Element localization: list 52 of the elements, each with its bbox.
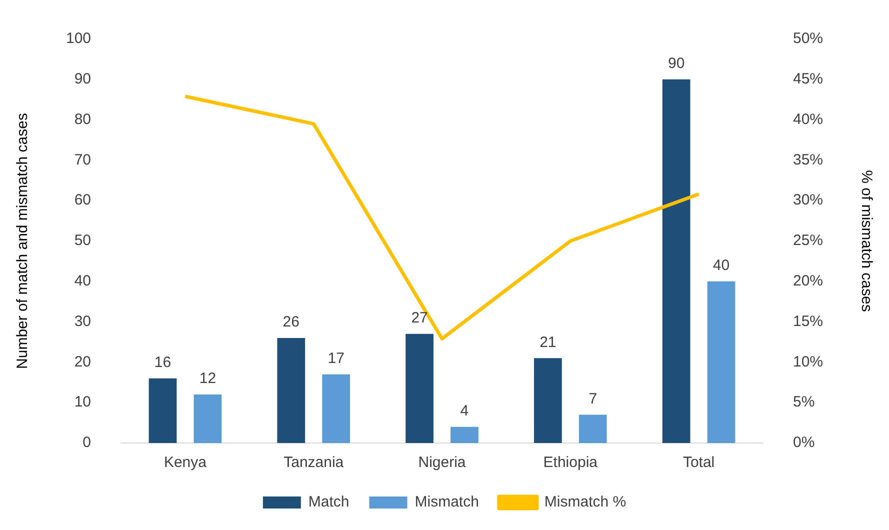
- y2-tick-label: 5%: [792, 394, 815, 411]
- bar: [534, 358, 562, 443]
- bar: [707, 281, 736, 443]
- data-label: 27: [411, 310, 428, 327]
- y-tick-label: 0: [82, 434, 92, 452]
- y2-tick-label: 15%: [792, 312, 824, 330]
- y2-tick-label: 30%: [792, 192, 824, 209]
- y-tick-label: 100: [66, 30, 92, 48]
- y2-tick-label: 40%: [792, 110, 824, 128]
- legend-label: Mismatch: [414, 494, 479, 511]
- data-label: 40: [712, 257, 730, 274]
- y-tick-label: 80: [74, 110, 92, 128]
- y2-tick-label: 35%: [792, 151, 824, 168]
- x-tick-label: Ethiopia: [543, 454, 598, 472]
- data-label: 4: [460, 402, 469, 420]
- y2-tick-label: 20%: [792, 272, 824, 290]
- bar: [148, 378, 177, 443]
- x-tick-label: Kenya: [164, 454, 208, 472]
- y-tick-label: 70: [74, 151, 92, 168]
- y-tick-label: 20: [74, 353, 92, 370]
- bar: [322, 374, 350, 443]
- y-axis-title: Number of match and mismatch cases: [14, 113, 32, 369]
- y2-tick-label: 50%: [792, 30, 824, 48]
- y-tick-label: 10: [74, 394, 92, 411]
- data-label: 7: [588, 390, 598, 408]
- x-tick-label: Tanzania: [284, 454, 344, 472]
- y-tick-label: 30: [74, 312, 92, 330]
- y-tick-label: 60: [74, 192, 92, 209]
- bar: [578, 414, 607, 443]
- x-tick-label: Nigeria: [418, 454, 466, 472]
- y2-tick-label: 0%: [792, 434, 815, 452]
- data-label: 21: [540, 334, 556, 351]
- data-label: 90: [668, 55, 685, 72]
- bar: [277, 338, 306, 443]
- x-tick-label: Total: [682, 454, 715, 472]
- data-label: 12: [199, 370, 216, 388]
- bar: [194, 394, 222, 443]
- bar: [450, 426, 478, 443]
- y-tick-label: 90: [74, 70, 92, 88]
- data-label: 26: [282, 314, 300, 331]
- data-label: 17: [328, 350, 344, 367]
- legend-label: Match: [308, 494, 350, 511]
- data-label: 16: [154, 354, 172, 371]
- y2-tick-label: 25%: [792, 232, 824, 250]
- legend-label: Mismatch %: [544, 494, 626, 511]
- y2-axis-title: % of mismatch cases: [858, 170, 875, 312]
- y-tick-label: 40: [74, 272, 92, 290]
- y2-tick-label: 10%: [792, 353, 824, 370]
- y2-tick-label: 45%: [792, 70, 824, 88]
- y-tick-label: 50: [74, 232, 92, 250]
- bar: [406, 334, 434, 443]
- bar: [662, 79, 690, 443]
